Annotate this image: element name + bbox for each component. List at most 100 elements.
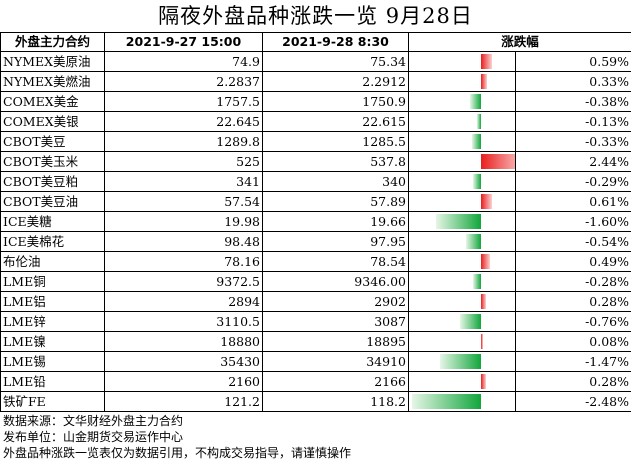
table-row: LME铜 9372.5 9346.00 -0.28% — [0, 271, 631, 292]
contract-name: ICE美棉花 — [0, 231, 105, 252]
contract-name: LME锌 — [0, 311, 105, 332]
prev-price: 2894 — [104, 291, 263, 312]
prev-price: 98.48 — [104, 231, 263, 252]
change-bar-up — [481, 194, 492, 209]
change-bar-up — [481, 334, 483, 349]
prev-price: 525 — [104, 151, 263, 172]
curr-price: 97.95 — [262, 231, 409, 252]
change-bar-cell — [408, 251, 516, 272]
table-row: CBOT美豆粕 341 340 -0.29% — [0, 171, 631, 192]
commodity-table: 外盘主力合约 2021-9-27 15:00 2021-9-28 8:30 涨跌… — [0, 32, 631, 412]
change-bar-cell — [408, 191, 516, 212]
change-percent: -1.47% — [514, 351, 631, 372]
change-percent: -0.54% — [514, 231, 631, 252]
contract-name: NYMEX美燃油 — [0, 71, 105, 92]
change-bar-cell — [408, 231, 516, 252]
table-row: COMEX美银 22.645 22.615 -0.13% — [0, 111, 631, 132]
contract-name: CBOT美玉米 — [0, 151, 105, 172]
change-bar-cell — [408, 171, 516, 192]
prev-price: 9372.5 — [104, 271, 263, 292]
prev-price: 1289.8 — [104, 131, 263, 152]
table-row: LME锡 35430 34910 -1.47% — [0, 351, 631, 372]
change-percent: 0.49% — [514, 251, 631, 272]
change-bar-up — [481, 254, 490, 269]
change-bar-up — [481, 54, 492, 69]
contract-name: LME铝 — [0, 291, 105, 312]
footer-publisher: 发布单位：山金期货交易运作中心 — [3, 430, 184, 444]
contract-name: LME铜 — [0, 271, 105, 292]
change-bar-cell — [408, 291, 516, 312]
contract-name: LME锡 — [0, 351, 105, 372]
change-bar-down — [477, 114, 481, 129]
change-percent: -0.33% — [514, 131, 631, 152]
curr-price: 2902 — [262, 291, 409, 312]
table-row: 铁矿FE 121.2 118.2 -2.48% — [0, 391, 631, 412]
change-percent: 0.59% — [514, 51, 631, 72]
curr-price: 75.34 — [262, 51, 409, 72]
change-percent: 0.61% — [514, 191, 631, 212]
change-bar-cell — [408, 91, 516, 112]
contract-name: LME铅 — [0, 371, 105, 392]
curr-price: 2166 — [262, 371, 409, 392]
prev-price: 18880 — [104, 331, 263, 352]
table-row: CBOT美豆 1289.8 1285.5 -0.33% — [0, 131, 631, 152]
change-percent: -2.48% — [514, 391, 631, 412]
change-percent: -0.29% — [514, 171, 631, 192]
contract-name: NYMEX美原油 — [0, 51, 105, 72]
table-row: COMEX美金 1757.5 1750.9 -0.38% — [0, 91, 631, 112]
table-row: 布伦油 78.16 78.54 0.49% — [0, 251, 631, 272]
contract-name: 布伦油 — [0, 251, 105, 272]
header-change: 涨跌幅 — [407, 32, 631, 52]
contract-name: CBOT美豆粕 — [0, 171, 105, 192]
header-curr-time: 2021-9-28 8:30 — [262, 32, 409, 52]
page-title: 隔夜外盘品种涨跌一览 9月28日 — [158, 4, 473, 28]
change-bar-cell — [408, 211, 516, 232]
change-percent: 0.33% — [514, 71, 631, 92]
table-row: LME锌 3110.5 3087 -0.76% — [0, 311, 631, 332]
curr-price: 2.2912 — [262, 71, 409, 92]
change-bar-up — [481, 154, 515, 169]
header-prev-time: 2021-9-27 15:00 — [104, 32, 263, 52]
footer-notes: 数据来源：文华财经外盘主力合约 发布单位：山金期货交易运作中心 外盘品种涨跌一览… — [0, 413, 631, 465]
change-bar-down — [459, 314, 481, 329]
change-bar-cell — [408, 51, 516, 72]
prev-price: 74.9 — [104, 51, 263, 72]
change-bar-down — [465, 234, 481, 249]
curr-price: 1750.9 — [262, 91, 409, 112]
curr-price: 34910 — [262, 351, 409, 372]
change-bar-cell — [408, 111, 516, 132]
curr-price: 340 — [262, 171, 409, 192]
curr-price: 118.2 — [262, 391, 409, 412]
curr-price: 9346.00 — [262, 271, 409, 292]
table-row: ICE美棉花 98.48 97.95 -0.54% — [0, 231, 631, 252]
change-bar-down — [411, 394, 481, 409]
table-row: CBOT美豆油 57.54 57.89 0.61% — [0, 191, 631, 212]
table-row: LME镍 18880 18895 0.08% — [0, 331, 631, 352]
prev-price: 1757.5 — [104, 91, 263, 112]
contract-name: COMEX美银 — [0, 111, 105, 132]
prev-price: 22.645 — [104, 111, 263, 132]
prev-price: 341 — [104, 171, 263, 192]
curr-price: 22.615 — [262, 111, 409, 132]
contract-name: LME镍 — [0, 331, 105, 352]
table-header-row: 外盘主力合约 2021-9-27 15:00 2021-9-28 8:30 涨跌… — [0, 32, 631, 52]
curr-price: 57.89 — [262, 191, 409, 212]
contract-name: ICE美糖 — [0, 211, 105, 232]
change-bar-cell — [408, 271, 516, 292]
curr-price: 78.54 — [262, 251, 409, 272]
change-bar-down — [436, 214, 481, 229]
change-percent: 0.28% — [514, 371, 631, 392]
prev-price: 78.16 — [104, 251, 263, 272]
footer-disclaimer: 外盘品种涨跌一览表仅为数据引用，不构成交易指导，请谨慎操作 — [3, 446, 352, 460]
change-bar-cell — [408, 391, 516, 412]
prev-price: 2.2837 — [104, 71, 263, 92]
footer-source: 数据来源：文华财经外盘主力合约 — [3, 414, 184, 428]
contract-name: CBOT美豆 — [0, 131, 105, 152]
header-contract: 外盘主力合约 — [0, 32, 105, 52]
change-percent: -0.13% — [514, 111, 631, 132]
curr-price: 537.8 — [262, 151, 409, 172]
change-bar-down — [439, 354, 481, 369]
change-bar-cell — [408, 351, 516, 372]
prev-price: 2160 — [104, 371, 263, 392]
change-bar-cell — [408, 151, 516, 172]
